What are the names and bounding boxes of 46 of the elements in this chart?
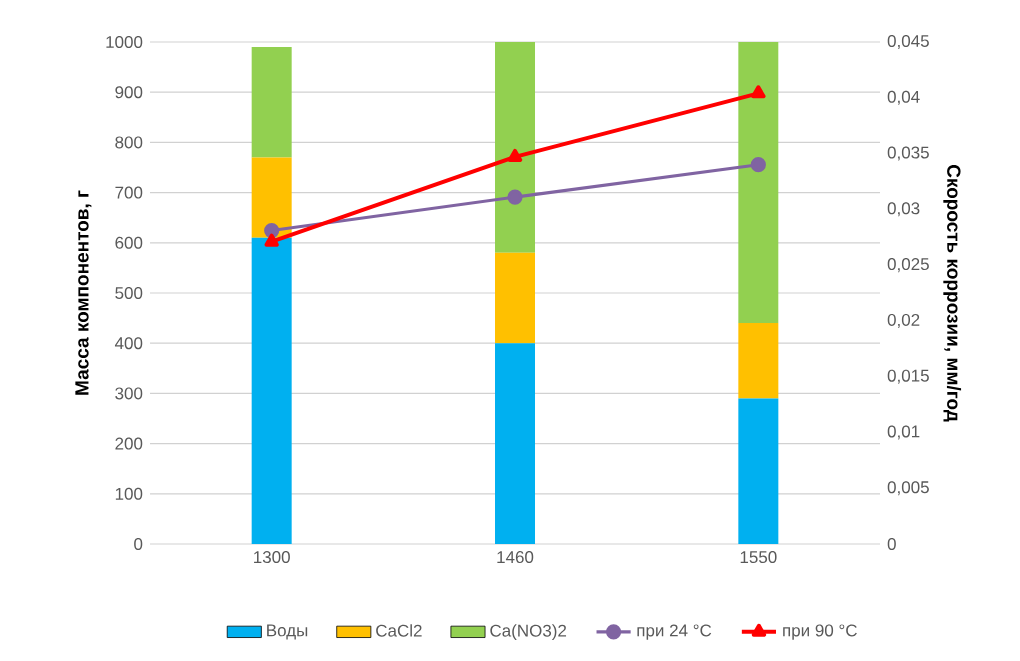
y-axis-title: Масса компонентов, г — [75, 190, 92, 395]
y2-tick-label: 0,04 — [887, 90, 920, 105]
y-tick-label: 900 — [115, 86, 143, 99]
bar — [251, 157, 292, 238]
y-tick-label: 200 — [115, 437, 143, 450]
y2-axis-title: Скорость коррозии, мм/год — [943, 164, 962, 422]
x-tick-label: 1300 — [254, 551, 290, 564]
bar — [495, 42, 536, 253]
legend-label: Воды — [267, 624, 308, 640]
x-tick-label: 1460 — [497, 551, 534, 564]
y-tick-label: 600 — [115, 236, 143, 249]
point — [264, 222, 280, 239]
bar — [495, 252, 536, 344]
y2-tick-label: 0,045 — [887, 35, 929, 50]
legend-label: CaCl2 — [376, 624, 422, 637]
y-tick-label: 1000 — [106, 36, 143, 49]
bar — [495, 343, 536, 544]
bar — [738, 398, 779, 544]
y-tick-label: 800 — [115, 136, 143, 149]
bar — [738, 323, 779, 399]
y-tick-label: 700 — [115, 186, 143, 199]
point — [264, 233, 279, 247]
y2-tick-label: 0,01 — [887, 425, 920, 440]
bar — [251, 237, 292, 544]
y-tick-label: 500 — [115, 287, 143, 300]
legend-label: при 24 °C — [637, 624, 712, 640]
y2-tick-label: 0,015 — [887, 369, 929, 384]
y2-tick-label: 0,035 — [887, 146, 929, 161]
y2-tick-label: 0,025 — [887, 258, 929, 273]
bar — [251, 47, 292, 158]
point — [507, 148, 523, 162]
y2-tick-label: 0 — [887, 538, 896, 551]
point — [750, 157, 766, 173]
y-tick-label: 100 — [115, 487, 143, 500]
point — [751, 85, 766, 99]
point — [507, 189, 523, 205]
legend-label: при 90 °C — [783, 624, 857, 640]
y2-tick-label: 0,03 — [887, 202, 920, 217]
y2-tick-label: 0,02 — [887, 313, 920, 328]
legend-label: Ca(NO3)2 — [490, 624, 567, 641]
bar — [738, 42, 779, 324]
x-tick-label: 1550 — [740, 551, 777, 564]
y-tick-label: 0 — [134, 538, 143, 551]
y-tick-label: 300 — [115, 387, 143, 400]
y-tick-label: 400 — [114, 337, 143, 350]
y2-tick-label: 0,005 — [887, 481, 929, 496]
